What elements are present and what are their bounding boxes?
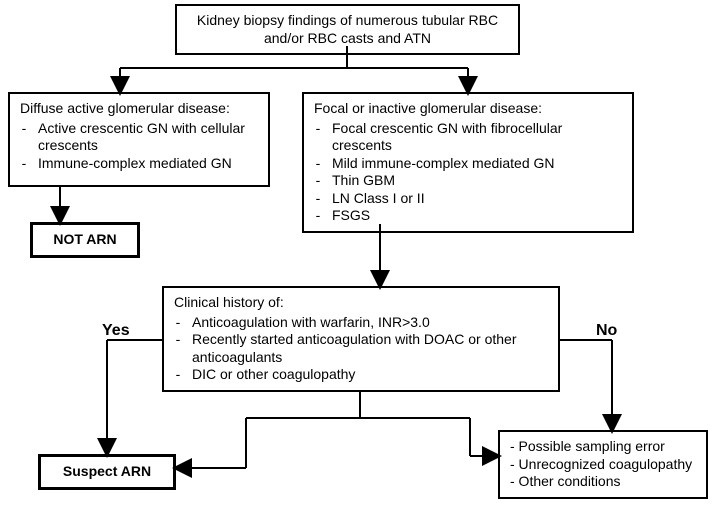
node-item-list: Active crescentic GN with cellular cresc… xyxy=(20,120,258,173)
node-text: Kidney biopsy findings of numerous tubul… xyxy=(197,12,498,28)
list-item: DIC or other coagulopathy xyxy=(192,366,548,384)
list-item: Mild immune-complex mediated GN xyxy=(332,155,622,173)
list-item: Active crescentic GN with cellular cresc… xyxy=(38,120,258,155)
list-item: - Other conditions xyxy=(510,473,696,491)
edge-label-no: No xyxy=(596,322,617,340)
node-focal-disease: Focal or inactive glomerular disease: Fo… xyxy=(302,92,634,233)
node-title: Clinical history of: xyxy=(174,294,548,312)
list-item: FSGS xyxy=(332,207,622,225)
node-diffuse-disease: Diffuse active glomerular disease: Activ… xyxy=(8,92,270,187)
node-text: Suspect ARN xyxy=(63,463,151,479)
node-clinical-history: Clinical history of: Anticoagulation wit… xyxy=(162,286,560,392)
node-suspect-arn: Suspect ARN xyxy=(38,454,176,490)
node-text: NOT ARN xyxy=(53,231,116,247)
node-item-list: Anticoagulation with warfarin, INR>3.0Re… xyxy=(174,314,548,384)
list-item: Thin GBM xyxy=(332,172,622,190)
node-biopsy-findings: Kidney biopsy findings of numerous tubul… xyxy=(175,4,520,55)
list-item: Recently started anticoagulation with DO… xyxy=(192,331,548,366)
node-item-list: - Possible sampling error- Unrecognized … xyxy=(510,438,696,491)
list-item: Focal crescentic GN with fibrocellular c… xyxy=(332,120,622,155)
node-title: Diffuse active glomerular disease: xyxy=(20,100,258,118)
node-item-list: Focal crescentic GN with fibrocellular c… xyxy=(314,120,622,225)
list-item: Immune-complex mediated GN xyxy=(38,155,258,173)
node-not-arn: NOT ARN xyxy=(30,222,140,258)
node-title: Focal or inactive glomerular disease: xyxy=(314,100,622,118)
list-item: Anticoagulation with warfarin, INR>3.0 xyxy=(192,314,548,332)
edge-label-yes: Yes xyxy=(102,322,130,340)
node-text: and/or RBC casts and ATN xyxy=(264,30,431,46)
list-item: - Possible sampling error xyxy=(510,438,696,456)
list-item: - Unrecognized coagulopathy xyxy=(510,456,696,474)
list-item: LN Class I or II xyxy=(332,190,622,208)
node-possible-outcomes: - Possible sampling error- Unrecognized … xyxy=(498,430,708,499)
